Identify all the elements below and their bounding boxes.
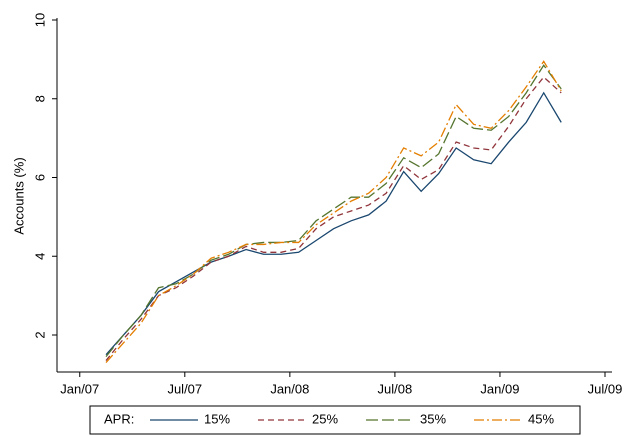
x-tick-label: Jan/08 — [270, 381, 309, 396]
x-tick-label: Jul/07 — [167, 381, 202, 396]
series-line — [105, 91, 562, 356]
legend-label: 35% — [420, 411, 446, 426]
y-tick-label: 6 — [32, 174, 47, 181]
legend-label: 25% — [312, 411, 338, 426]
legend-label: 45% — [528, 411, 554, 426]
y-tick-label: 4 — [32, 253, 47, 260]
y-tick-label: 2 — [32, 331, 47, 338]
series-line — [105, 76, 562, 361]
y-axis-label: Accounts (%) — [11, 157, 26, 234]
x-tick-label: Jan/07 — [60, 381, 99, 396]
series-line — [105, 60, 562, 363]
x-tick-label: Jul/08 — [378, 381, 413, 396]
legend-title: APR: — [104, 411, 134, 426]
y-tick-label: 8 — [32, 95, 47, 102]
y-tick-label: 10 — [32, 13, 47, 27]
legend-label: 15% — [204, 411, 230, 426]
x-tick-label: Jan/09 — [480, 381, 519, 396]
x-tick-label: Jul/09 — [588, 381, 623, 396]
